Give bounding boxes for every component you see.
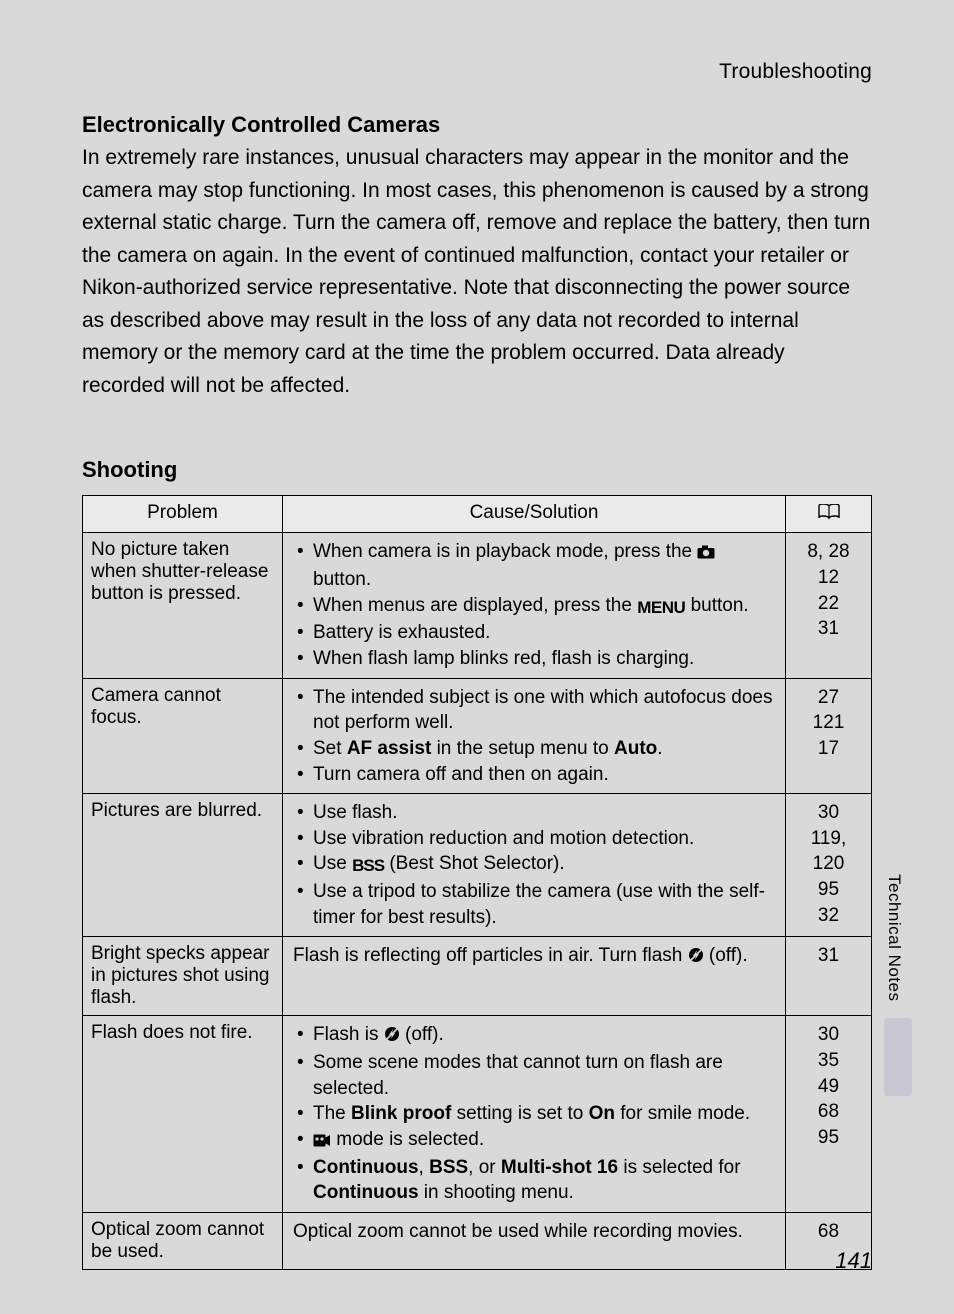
problem-cell: Pictures are blurred. <box>83 794 283 937</box>
intro-body: In extremely rare instances, unusual cha… <box>82 142 872 402</box>
solution-item: When menus are displayed, press the MENU… <box>295 593 777 621</box>
solution-cell: Optical zoom cannot be used while record… <box>283 1212 786 1269</box>
camera-icon <box>697 541 715 567</box>
table-row: No picture taken when shutter-release bu… <box>83 533 872 678</box>
solution-item: Turn camera off and then on again. <box>295 762 777 788</box>
reference-page: 30 <box>794 1022 863 1048</box>
side-tab-block <box>884 1018 912 1096</box>
reference-page: 31 <box>794 943 863 969</box>
solution-item: Use flash. <box>295 800 777 826</box>
col-header-ref <box>786 496 872 533</box>
solution-item: The intended subject is one with which a… <box>295 685 777 736</box>
solution-cell: Flash is reflecting off particles in air… <box>283 937 786 1016</box>
intro-heading: Electronically Controlled Cameras <box>82 112 872 138</box>
solution-item: Battery is exhausted. <box>295 620 777 646</box>
problem-cell: No picture taken when shutter-release bu… <box>83 533 283 678</box>
problem-cell: Flash does not fire. <box>83 1016 283 1212</box>
reference-page: 22 <box>794 591 863 617</box>
solution-cell: Flash is (off).Some scene modes that can… <box>283 1016 786 1212</box>
solution-item: The Blink proof setting is set to On for… <box>295 1101 777 1127</box>
table-row: Bright specks appear in pictures shot us… <box>83 937 872 1016</box>
reference-page: 68 <box>794 1219 863 1245</box>
reference-page: 119, 120 <box>794 826 863 877</box>
reference-page: 95 <box>794 877 863 903</box>
reference-page: 32 <box>794 903 863 929</box>
solution-item: When flash lamp blinks red, flash is cha… <box>295 646 777 672</box>
reference-cell: 2712117 <box>786 678 872 794</box>
page-number: 141 <box>835 1248 872 1274</box>
side-tab-label: Technical Notes <box>884 870 904 1010</box>
col-header-solution: Cause/Solution <box>283 496 786 533</box>
reference-page: 8, 28 <box>794 539 863 565</box>
page-header: Troubleshooting <box>82 60 872 84</box>
solution-item: When camera is in playback mode, press t… <box>295 539 777 592</box>
document-page: Troubleshooting Electronically Controlle… <box>0 0 954 1314</box>
reference-page: 95 <box>794 1125 863 1151</box>
solution-item: Use BSS (Best Shot Selector). <box>295 851 777 879</box>
problem-cell: Optical zoom cannot be used. <box>83 1212 283 1269</box>
reference-page: 12 <box>794 565 863 591</box>
flash-off-icon <box>384 1024 400 1050</box>
table-row: Flash does not fire.Flash is (off).Some … <box>83 1016 872 1212</box>
reference-page: 35 <box>794 1048 863 1074</box>
reference-cell: 8, 28122231 <box>786 533 872 678</box>
reference-page: 31 <box>794 616 863 642</box>
menu-icon: MENU <box>637 595 685 621</box>
bss-icon: BSS <box>352 853 384 879</box>
table-row: Camera cannot focus.The intended subject… <box>83 678 872 794</box>
solution-item: Set AF assist in the setup menu to Auto. <box>295 736 777 762</box>
reference-page: 68 <box>794 1099 863 1125</box>
table-row: Optical zoom cannot be used. Optical zoom… <box>83 1212 872 1269</box>
reference-page: 17 <box>794 736 863 762</box>
reference-page: 27 <box>794 685 863 711</box>
reference-cell: 30119, 1209532 <box>786 794 872 937</box>
side-tab: Technical Notes <box>884 870 914 1100</box>
solution-item: Some scene modes that cannot turn on fla… <box>295 1050 777 1101</box>
solution-cell: Use flash.Use vibration reduction and mo… <box>283 794 786 937</box>
reference-page: 30 <box>794 800 863 826</box>
troubleshooting-table: Problem Cause/Solution No picture taken … <box>82 495 872 1269</box>
reference-cell: 31 <box>786 937 872 1016</box>
table-body: No picture taken when shutter-release bu… <box>83 533 872 1269</box>
reference-page: 49 <box>794 1074 863 1100</box>
solution-item: mode is selected. <box>295 1127 777 1155</box>
solution-cell: When camera is in playback mode, press t… <box>283 533 786 678</box>
solution-item: Optical zoom cannot be used while record… <box>291 1219 777 1245</box>
solution-cell: The intended subject is one with which a… <box>283 678 786 794</box>
solution-item: Flash is (off). <box>295 1022 777 1050</box>
col-header-problem: Problem <box>83 496 283 533</box>
table-header-row: Problem Cause/Solution <box>83 496 872 533</box>
flash-off-icon <box>688 945 704 971</box>
table-row: Pictures are blurred.Use flash.Use vibra… <box>83 794 872 937</box>
solution-item: Use a tripod to stabilize the camera (us… <box>295 879 777 930</box>
movie-icon <box>313 1129 331 1155</box>
problem-cell: Camera cannot focus. <box>83 678 283 794</box>
reference-page: 121 <box>794 710 863 736</box>
solution-item: Flash is reflecting off particles in air… <box>291 943 777 971</box>
solution-item: Continuous, BSS, or Multi-shot 16 is sel… <box>295 1155 777 1206</box>
reference-cell: 3035496895 <box>786 1016 872 1212</box>
section-heading: Shooting <box>82 457 872 483</box>
problem-cell: Bright specks appear in pictures shot us… <box>83 937 283 1016</box>
book-icon <box>818 504 840 526</box>
solution-item: Use vibration reduction and motion detec… <box>295 826 777 852</box>
